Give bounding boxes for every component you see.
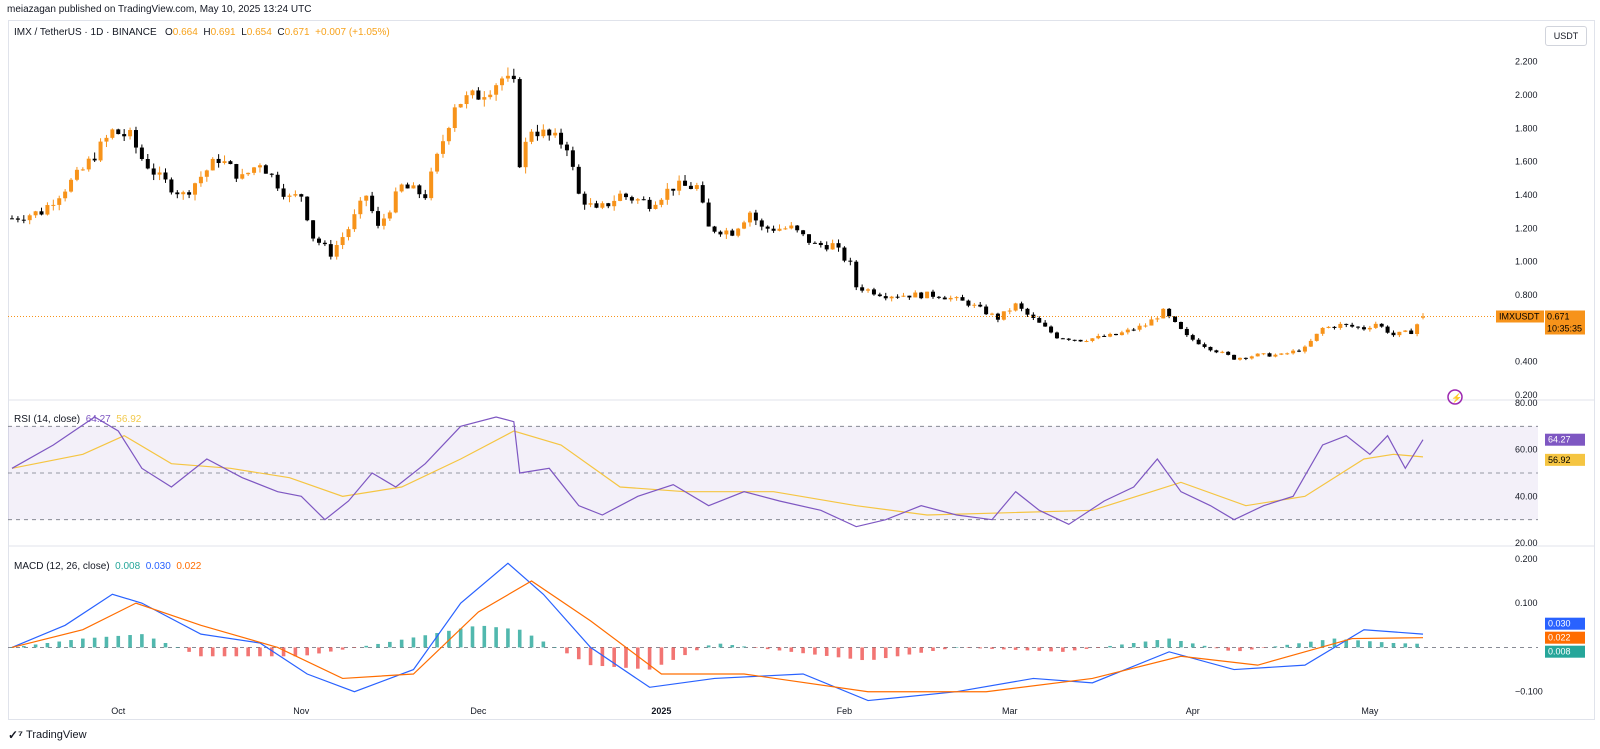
price-legend: IMX / TetherUS · 1D · BINANCE O0.664 H0.…	[14, 27, 390, 38]
tradingview-logo-icon: ✓⁷	[8, 728, 24, 742]
currency-button[interactable]: USDT	[1545, 26, 1587, 46]
footer-brand: TradingView	[26, 729, 87, 741]
ohlc-high: 0.691	[210, 27, 236, 38]
macd-legend: MACD (12, 26, close) 0.008 0.030 0.022	[14, 561, 201, 572]
ohlc-open: 0.664	[172, 27, 198, 38]
footer: ✓⁷ TradingView	[8, 728, 87, 742]
rsi-ma-value: 56.92	[116, 414, 142, 425]
rsi-label: RSI (14, close)	[14, 414, 81, 425]
publisher-line: meiazagan published on TradingView.com, …	[7, 4, 312, 15]
macd-hist-value: 0.008	[115, 561, 141, 572]
ohlc-low: 0.654	[246, 27, 272, 38]
ohlc-low-label: L	[241, 27, 247, 38]
macd-label: MACD (12, 26, close)	[14, 561, 110, 572]
symbol-line: IMX / TetherUS · 1D · BINANCE	[14, 27, 157, 38]
rsi-value: 64.27	[85, 414, 111, 425]
ohlc-high-label: H	[203, 27, 211, 38]
macd-signal-value: 0.022	[176, 561, 202, 572]
ohlc-open-label: O	[164, 27, 173, 38]
chart-frame	[8, 20, 1595, 720]
rsi-legend: RSI (14, close) 64.27 56.92	[14, 414, 141, 425]
ohlc-close-label: C	[277, 27, 285, 38]
ohlc-close: 0.671	[284, 27, 310, 38]
macd-value: 0.030	[145, 561, 171, 572]
price-change: +0.007 (+1.05%)	[315, 27, 390, 38]
